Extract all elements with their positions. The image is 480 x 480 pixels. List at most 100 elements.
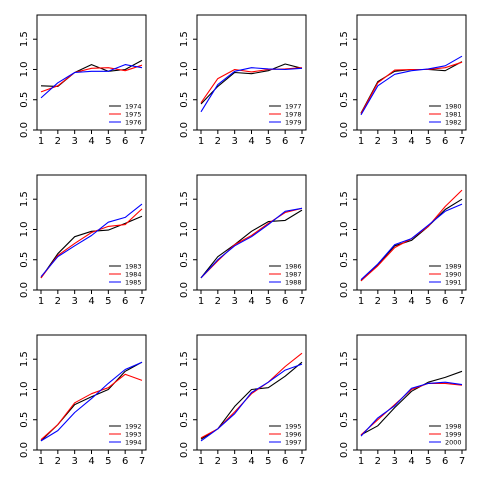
x-tick-label: 1 (198, 296, 204, 307)
x-tick-label: 1 (198, 456, 204, 467)
y-tick-label: 0.0 (339, 122, 350, 138)
x-tick-label: 5 (105, 296, 111, 307)
series-line-1988 (200, 207, 303, 279)
x-tick-label: 3 (71, 136, 77, 147)
x-tick-label: 1 (358, 136, 364, 147)
y-tick-label: 0.5 (339, 252, 350, 268)
y-tick-label: 1.5 (19, 191, 30, 207)
series-line-1994 (40, 361, 143, 442)
legend-label-1997: 1997 (285, 438, 302, 446)
x-tick-label: 1 (38, 136, 44, 147)
x-tick-label: 5 (425, 456, 431, 467)
y-tick-label: 0.0 (19, 282, 30, 298)
y-tick-label: 0.5 (19, 92, 30, 108)
legend-label-1993: 1993 (125, 430, 142, 438)
x-tick-label: 1 (38, 296, 44, 307)
x-tick-label: 6 (122, 456, 128, 467)
legend-label-1992: 1992 (125, 422, 142, 430)
series-line-1975 (40, 64, 143, 93)
x-tick-label: 1 (198, 136, 204, 147)
x-tick-label: 2 (375, 136, 381, 147)
legend-label-1983: 1983 (125, 262, 142, 270)
legend-label-1977: 1977 (285, 102, 302, 110)
x-tick-label: 3 (231, 296, 237, 307)
x-tick-label: 4 (408, 136, 414, 147)
y-tick-label: 0.5 (19, 412, 30, 428)
legend-label-1998: 1998 (445, 422, 462, 430)
x-tick-label: 6 (442, 296, 448, 307)
x-tick-label: 2 (375, 456, 381, 467)
x-tick-label: 5 (425, 296, 431, 307)
y-tick-label: 1.0 (179, 222, 190, 238)
y-tick-label: 0.5 (339, 92, 350, 108)
y-tick-label: 0.5 (179, 412, 190, 428)
x-tick-label: 4 (88, 456, 94, 467)
y-tick-label: 0.0 (19, 442, 30, 458)
x-tick-label: 2 (215, 136, 221, 147)
legend-label-1982: 1982 (445, 118, 462, 126)
legend-label-1990: 1990 (445, 270, 462, 278)
x-tick-label: 5 (265, 136, 271, 147)
y-tick-label: 1.5 (339, 31, 350, 47)
y-tick-label: 0.0 (179, 282, 190, 298)
legend-label-1989: 1989 (445, 262, 462, 270)
legend-label-1981: 1981 (445, 110, 462, 118)
x-tick-label: 7 (139, 296, 145, 307)
y-tick-label: 0.0 (339, 282, 350, 298)
x-tick-label: 6 (122, 136, 128, 147)
legend-label-1994: 1994 (125, 438, 142, 446)
y-tick-label: 1.0 (339, 62, 350, 78)
legend-label-1999: 1999 (445, 430, 462, 438)
x-tick-label: 4 (248, 296, 254, 307)
x-tick-label: 4 (408, 296, 414, 307)
series-line-1984 (40, 208, 143, 279)
x-tick-label: 7 (459, 296, 465, 307)
x-tick-label: 7 (299, 456, 305, 467)
legend-label-1974: 1974 (125, 102, 142, 110)
y-tick-label: 1.5 (339, 351, 350, 367)
x-tick-label: 7 (299, 136, 305, 147)
y-tick-label: 1.0 (19, 222, 30, 238)
series-line-1977 (200, 63, 303, 105)
y-tick-label: 0.5 (19, 252, 30, 268)
x-tick-label: 7 (299, 296, 305, 307)
x-tick-label: 2 (55, 296, 61, 307)
x-tick-label: 5 (265, 456, 271, 467)
y-tick-label: 1.0 (339, 382, 350, 398)
x-tick-label: 3 (391, 456, 397, 467)
legend-label-1991: 1991 (445, 278, 462, 286)
x-tick-label: 1 (358, 296, 364, 307)
y-tick-label: 0.0 (19, 122, 30, 138)
x-tick-label: 2 (215, 296, 221, 307)
legend-label-1975: 1975 (125, 110, 142, 118)
series-line-1998 (360, 370, 463, 436)
x-tick-label: 6 (282, 136, 288, 147)
legend-label-2000: 2000 (445, 438, 462, 446)
x-tick-label: 6 (282, 456, 288, 467)
x-tick-label: 3 (391, 136, 397, 147)
legend-label-1987: 1987 (285, 270, 302, 278)
x-tick-label: 4 (88, 296, 94, 307)
series-line-1974 (40, 59, 143, 87)
series-line-1987 (200, 207, 303, 279)
legend-label-1984: 1984 (125, 270, 142, 278)
x-tick-label: 4 (248, 136, 254, 147)
y-tick-label: 1.0 (179, 382, 190, 398)
x-tick-label: 3 (71, 456, 77, 467)
legend-label-1986: 1986 (285, 262, 302, 270)
y-tick-label: 0.0 (179, 122, 190, 138)
x-tick-label: 1 (38, 456, 44, 467)
y-tick-label: 1.5 (179, 31, 190, 47)
y-tick-label: 1.5 (339, 191, 350, 207)
x-tick-label: 3 (391, 296, 397, 307)
series-line-1976 (40, 64, 143, 99)
y-tick-label: 1.5 (179, 351, 190, 367)
x-tick-label: 7 (139, 136, 145, 147)
x-tick-label: 5 (105, 456, 111, 467)
